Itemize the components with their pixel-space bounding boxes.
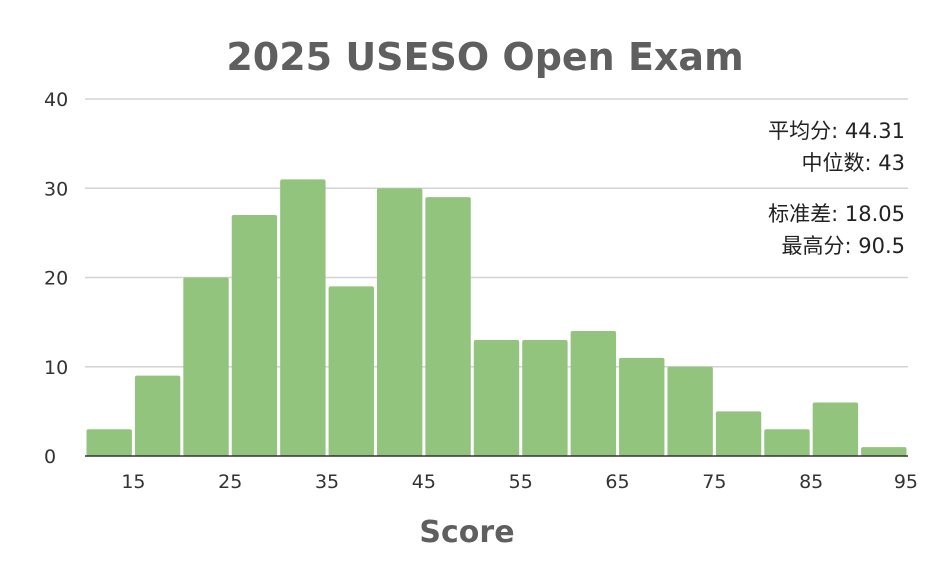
y-tick-label: 20 bbox=[44, 268, 68, 290]
stat-mean: 平均分: 44.31 bbox=[768, 119, 905, 143]
y-axis-ticks: 0 10 20 30 40 bbox=[44, 89, 68, 468]
x-tick-label: 25 bbox=[218, 471, 242, 493]
y-tick-label: 40 bbox=[44, 89, 68, 111]
histogram-bar bbox=[425, 197, 471, 457]
histogram-bar bbox=[667, 366, 713, 456]
histogram-bar bbox=[522, 339, 568, 456]
chart-title: 2025 USESO Open Exam bbox=[226, 35, 743, 79]
stats-box: 平均分: 44.31 中位数: 43 标准差: 18.05 最高分: 90.5 bbox=[768, 119, 905, 258]
x-tick-label: 55 bbox=[509, 471, 533, 493]
x-axis-label: Score bbox=[419, 515, 514, 550]
x-axis-ticks: 15 25 35 45 55 65 75 85 95 bbox=[121, 471, 918, 493]
histogram-bar bbox=[280, 179, 326, 456]
histogram-bar bbox=[570, 331, 617, 456]
y-tick-label: 30 bbox=[44, 178, 68, 200]
stat-max: 最高分: 90.5 bbox=[781, 234, 905, 258]
histogram-bar bbox=[619, 357, 665, 456]
histogram-bar bbox=[134, 375, 181, 456]
histogram-bar bbox=[715, 411, 762, 456]
histogram-bar bbox=[183, 277, 229, 456]
histogram-bar bbox=[812, 402, 859, 456]
x-tick-label: 15 bbox=[121, 471, 145, 493]
x-tick-label: 45 bbox=[412, 471, 436, 493]
histogram-bar bbox=[473, 339, 520, 456]
x-tick-label: 35 bbox=[315, 471, 339, 493]
x-tick-label: 65 bbox=[605, 471, 629, 493]
histogram-bar bbox=[861, 447, 907, 456]
x-tick-label: 85 bbox=[799, 471, 823, 493]
y-tick-label: 10 bbox=[44, 357, 68, 379]
stat-median: 中位数: 43 bbox=[802, 151, 905, 175]
x-tick-label: 95 bbox=[894, 471, 918, 493]
histogram-bar bbox=[764, 429, 810, 456]
histogram-bar bbox=[86, 429, 132, 456]
histogram-bar bbox=[376, 188, 423, 456]
bars bbox=[85, 179, 908, 457]
histogram-bar bbox=[328, 286, 374, 456]
histogram-bar bbox=[231, 215, 278, 456]
x-tick-label: 75 bbox=[702, 471, 726, 493]
stat-std: 标准差: 18.05 bbox=[768, 202, 905, 226]
y-tick-label: 0 bbox=[44, 446, 56, 468]
